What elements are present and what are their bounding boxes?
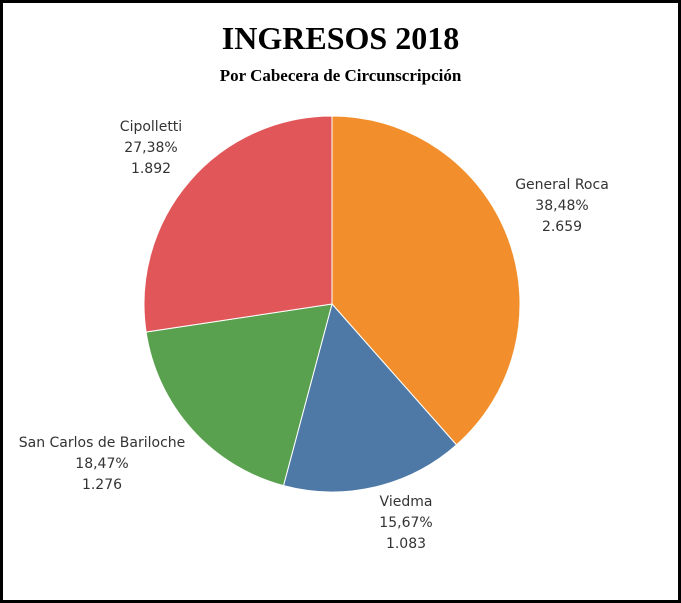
slice-value: 1.892: [130, 161, 172, 177]
slice-percent: 27,38%: [124, 140, 178, 156]
pie-slice-cipolletti: [143, 115, 333, 333]
slice-value: 1.083: [385, 536, 427, 552]
slice-label: San Carlos de Bariloche: [18, 435, 186, 451]
slice-percent: 15,67%: [379, 515, 433, 531]
pie-slice-viedma: [282, 302, 458, 493]
label-general-roca: General Roca 38,48% 2.659: [515, 175, 609, 238]
label-san-carlos-de-bariloche: San Carlos de Bariloche 18,47% 1.276: [19, 433, 186, 496]
pie-slice-general-roca: [331, 115, 521, 446]
label-viedma: Viedma 15,67% 1.083: [379, 492, 432, 555]
chart-title: INGRESOS 2018: [221, 20, 460, 56]
pie-slice-san-carlos-de-bariloche: [145, 303, 333, 487]
slice-value: 2.659: [541, 219, 583, 235]
chart-subtitle: Por Cabecera de Circunscripción: [219, 66, 462, 85]
slice-label: Cipolletti: [119, 119, 183, 135]
slice-label: Viedma: [379, 494, 433, 510]
slice-percent: 18,47%: [75, 456, 129, 472]
slice-value: 1.276: [81, 477, 123, 493]
slice-percent: 38,48%: [535, 198, 589, 214]
pie-chart: [143, 115, 521, 493]
label-cipolletti: Cipolletti 27,38% 1.892: [120, 117, 182, 180]
slice-label: General Roca: [515, 177, 609, 193]
